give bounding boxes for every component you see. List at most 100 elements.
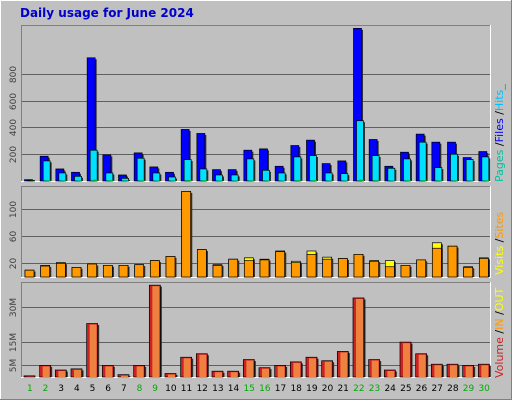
sites-bar [40,265,52,278]
sites-bar [400,265,412,278]
files-bar-face [230,174,239,182]
volume-bar-inner [168,374,175,377]
day-label: 11 [181,384,192,394]
day-label: 22 [353,384,364,394]
files-bar-face [403,158,411,182]
files-bar [403,158,412,182]
volume-bar-inner [418,354,426,377]
sites-bar-face [290,262,301,278]
files-bar [42,160,52,182]
sites-bar-face [196,249,207,278]
legend-part: / [493,111,506,118]
sites-bar [102,265,114,278]
volume-bar-inner [340,352,348,377]
files-bar [277,172,287,182]
files-bar [183,159,193,182]
volume-bar-inner [465,366,473,377]
sites-bar-face [322,258,333,278]
chart-title: Daily usage for June 2024 [20,6,194,20]
legend-part: _ [493,84,506,91]
volume-bar-inner [450,365,457,377]
volume-bar-inner [183,358,191,377]
sites-bar [55,262,67,278]
day-label: 3 [58,384,64,394]
files-bar [89,149,99,182]
files-bar-face [152,172,161,182]
sites-bar [134,264,146,278]
day-label: 20 [322,384,334,394]
pages-bar [312,180,317,181]
files-bar [199,168,209,182]
day-label: 29 [463,384,475,394]
files-bar-face [215,174,223,182]
panel-area [21,186,491,278]
day-label: 9 [152,384,158,394]
sites-bar [118,265,130,278]
day-label: 18 [290,384,302,394]
legend-part: / [493,238,506,245]
panel-area [21,25,491,182]
day-label: 14 [228,384,240,394]
sites-bar-face [71,267,82,278]
chart-panels: 200 400 600 800 20 60 100 5M 15M 30M [9,25,491,378]
files-bar [105,172,115,182]
day-label: 25 [400,384,411,394]
day-label: 27 [431,384,442,394]
volume-bar-face [23,375,36,378]
day-label: 12 [196,384,207,394]
sites-bar [165,256,177,278]
y-tick-label: 30M [9,298,19,317]
legend-visits-sites: Visits /Sites [493,212,506,275]
files-bar [418,141,428,182]
files-bar-face [324,172,333,182]
legend-hits-files-pages: Pages /Files /Hits_ [493,84,506,182]
day-label: 16 [259,384,271,394]
legend-part: Visits [493,246,506,275]
files-bar-face [356,120,364,182]
sites-bar [337,258,349,278]
pages-bar [265,180,270,181]
files-bar [58,172,68,182]
volume-bar-inner [434,365,442,377]
day-label: 19 [306,384,318,394]
files-bar-face [340,173,349,182]
files-bar-face [434,167,443,182]
volume-bar-inner [89,324,97,377]
volume-bar-inner [371,360,379,377]
files-bar-face [371,155,380,182]
pages-bar [437,180,443,181]
files-bar-face [121,177,129,182]
legend-part: Pages [493,149,506,182]
y-tick-label: 400 [9,119,19,136]
legend-volume-in-out: Volume /IN /OUT [493,287,506,378]
sites-bar-face [447,245,458,278]
day-label: 23 [369,384,380,394]
day-label: 24 [384,384,396,394]
files-bar [356,120,365,182]
sites-bar [353,254,365,278]
volume-bar-inner [262,368,269,377]
sites-bar [369,260,381,278]
pages-bar [453,180,458,181]
files-bar-face [309,155,317,182]
files-bar-face [168,176,176,182]
legend-part: Hits [493,89,506,111]
sites-bar [275,251,287,278]
pages-bar [359,179,364,181]
sites-bar-face [165,256,176,278]
sites-bar [306,254,318,278]
files-bar [434,167,444,182]
panel-hits: 200 400 600 800 [9,25,491,182]
files-bar [121,177,130,182]
y-tick-label: 800 [9,66,19,83]
pages-bar [108,180,114,181]
volume-bar-inner [42,366,50,377]
pages-bar [45,180,51,181]
volume-bar-inner [403,343,410,377]
pages-bar [249,180,255,181]
day-label: 17 [275,384,286,394]
files-bar-face [105,172,114,182]
y-tick-label: 600 [9,93,19,110]
files-bar [246,158,256,182]
